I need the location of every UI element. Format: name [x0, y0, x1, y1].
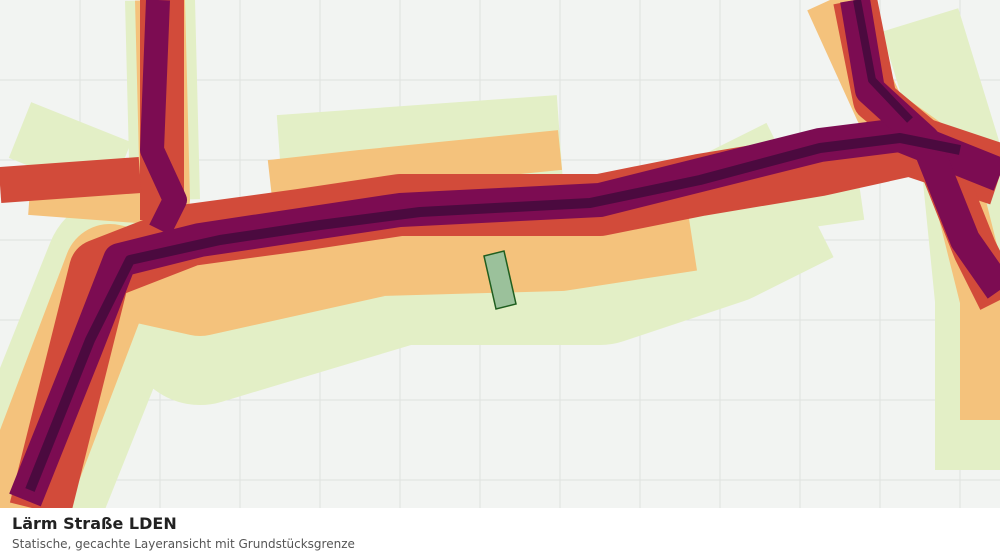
layer-title: Lärm Straße LDEN	[12, 514, 177, 533]
caption: Lärm Straße LDEN Statische, gecachte Lay…	[0, 508, 1000, 560]
noise-band-extreme	[25, 0, 961, 492]
noise-layer	[0, 0, 1000, 508]
layer-subtitle: Statische, gecachte Layeransicht mit Gru…	[12, 537, 355, 551]
map	[0, 0, 1000, 508]
parcel-boundary[interactable]	[483, 250, 517, 310]
